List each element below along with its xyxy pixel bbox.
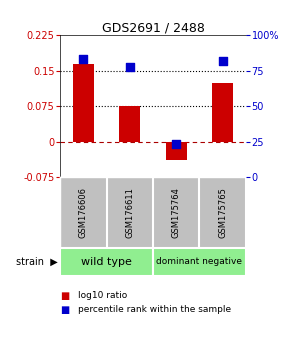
Bar — [73, 64, 94, 142]
Text: ■: ■ — [60, 291, 69, 301]
Text: ■: ■ — [60, 305, 69, 315]
Bar — [60, 248, 153, 276]
Text: GSM175764: GSM175764 — [172, 187, 181, 238]
Bar — [119, 106, 140, 142]
Text: log10 ratio: log10 ratio — [78, 291, 127, 300]
Bar — [212, 82, 233, 142]
Point — [220, 58, 225, 64]
Point — [128, 64, 132, 69]
Bar — [153, 248, 246, 276]
Title: GDS2691 / 2488: GDS2691 / 2488 — [102, 21, 204, 34]
Text: GSM176606: GSM176606 — [79, 187, 88, 238]
Point — [174, 142, 178, 147]
Text: GSM176611: GSM176611 — [125, 187, 134, 238]
Text: GSM175765: GSM175765 — [218, 187, 227, 238]
Text: percentile rank within the sample: percentile rank within the sample — [78, 305, 231, 314]
Text: strain  ▶: strain ▶ — [16, 257, 58, 267]
Bar — [166, 142, 187, 160]
Point — [81, 57, 86, 62]
Text: dominant negative: dominant negative — [157, 257, 242, 267]
Text: wild type: wild type — [81, 257, 132, 267]
